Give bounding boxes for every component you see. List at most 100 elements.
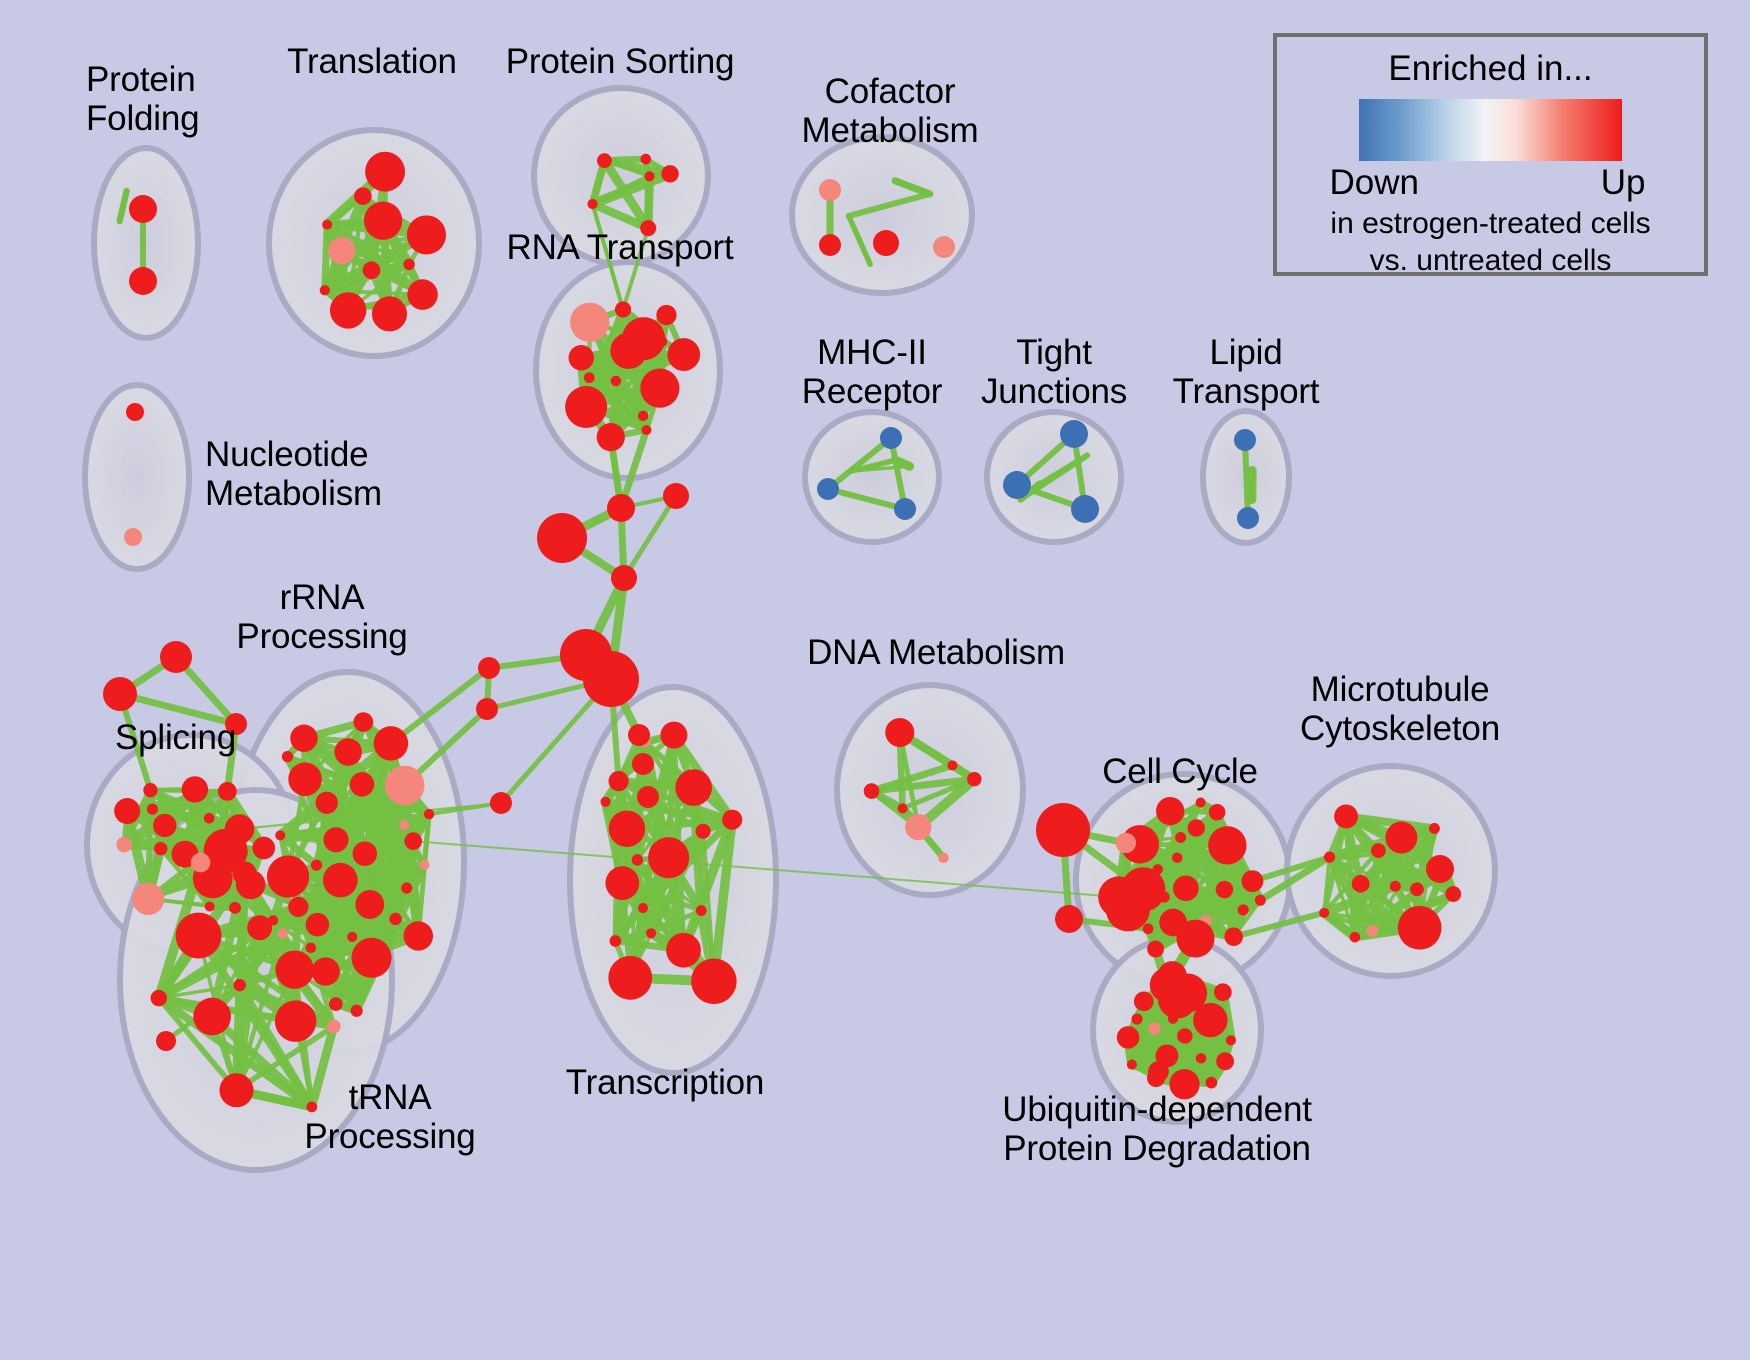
network-node[interactable] xyxy=(290,724,318,752)
network-node[interactable] xyxy=(288,762,322,796)
network-node[interactable] xyxy=(894,498,916,520)
network-node[interactable] xyxy=(353,712,374,732)
network-node[interactable] xyxy=(351,937,392,978)
network-node[interactable] xyxy=(663,483,689,509)
network-node[interactable] xyxy=(181,776,209,803)
network-node[interactable] xyxy=(632,753,654,775)
network-node[interactable] xyxy=(1173,875,1199,902)
network-node[interactable] xyxy=(190,852,211,873)
network-node[interactable] xyxy=(219,1073,254,1108)
network-node[interactable] xyxy=(1389,880,1401,892)
network-node[interactable] xyxy=(1177,1028,1193,1044)
network-node[interactable] xyxy=(1208,803,1226,821)
network-node[interactable] xyxy=(722,809,743,830)
network-node[interactable] xyxy=(565,385,608,429)
network-node[interactable] xyxy=(628,724,650,746)
network-node[interactable] xyxy=(597,153,612,169)
network-node[interactable] xyxy=(154,841,168,856)
network-node[interactable] xyxy=(478,657,500,679)
network-node[interactable] xyxy=(933,236,955,258)
network-node[interactable] xyxy=(150,989,167,1007)
network-node[interactable] xyxy=(401,882,413,894)
network-node[interactable] xyxy=(306,1101,318,1113)
network-node[interactable] xyxy=(1234,429,1256,451)
network-node[interactable] xyxy=(319,285,330,296)
network-node[interactable] xyxy=(1195,1053,1207,1064)
network-node[interactable] xyxy=(175,912,222,959)
network-node[interactable] xyxy=(666,932,701,968)
network-node[interactable] xyxy=(203,828,248,873)
network-node[interactable] xyxy=(404,832,422,850)
network-node[interactable] xyxy=(695,823,711,839)
network-node[interactable] xyxy=(863,783,880,799)
network-node[interactable] xyxy=(403,258,415,270)
network-node[interactable] xyxy=(1175,832,1187,843)
network-node[interactable] xyxy=(275,830,286,841)
network-node[interactable] xyxy=(897,803,908,814)
network-node[interactable] xyxy=(371,296,408,332)
network-node[interactable] xyxy=(1334,804,1359,829)
network-node[interactable] xyxy=(608,955,653,1000)
network-node[interactable] xyxy=(1426,855,1454,883)
network-node[interactable] xyxy=(819,234,841,256)
network-node[interactable] xyxy=(156,1031,176,1051)
network-node[interactable] xyxy=(880,427,902,449)
network-node[interactable] xyxy=(266,855,310,898)
network-node[interactable] xyxy=(640,153,652,165)
network-node[interactable] xyxy=(311,957,340,986)
network-node[interactable] xyxy=(1366,924,1379,937)
network-node[interactable] xyxy=(1156,796,1185,826)
network-node[interactable] xyxy=(1237,904,1249,916)
network-node[interactable] xyxy=(637,786,659,808)
network-node[interactable] xyxy=(583,651,639,707)
network-node[interactable] xyxy=(1060,420,1088,448)
network-node[interactable] xyxy=(873,230,899,256)
network-node[interactable] xyxy=(203,812,215,824)
network-node[interactable] xyxy=(153,813,177,838)
network-node[interactable] xyxy=(644,171,655,182)
network-node[interactable] xyxy=(229,901,241,914)
network-node[interactable] xyxy=(1208,826,1247,865)
network-node[interactable] xyxy=(247,915,273,941)
network-node[interactable] xyxy=(328,997,343,1011)
network-node[interactable] xyxy=(217,781,237,801)
network-node[interactable] xyxy=(419,859,430,871)
network-node[interactable] xyxy=(1215,880,1234,899)
network-node[interactable] xyxy=(1205,1076,1218,1089)
network-node[interactable] xyxy=(611,565,637,591)
network-node[interactable] xyxy=(610,375,622,387)
network-node[interactable] xyxy=(476,698,498,720)
network-node[interactable] xyxy=(1237,507,1259,529)
network-node[interactable] xyxy=(1385,821,1418,854)
network-node[interactable] xyxy=(124,528,142,546)
network-node[interactable] xyxy=(363,201,403,240)
network-node[interactable] xyxy=(605,866,640,901)
network-node[interactable] xyxy=(568,345,594,371)
network-node[interactable] xyxy=(817,478,839,500)
network-node[interactable] xyxy=(399,820,410,831)
network-node[interactable] xyxy=(1148,1061,1169,1082)
network-node[interactable] xyxy=(1216,1052,1235,1071)
network-node[interactable] xyxy=(116,836,133,853)
network-node[interactable] xyxy=(334,738,362,766)
network-node[interactable] xyxy=(819,179,841,201)
network-node[interactable] xyxy=(233,978,246,992)
network-node[interactable] xyxy=(252,836,276,860)
network-node[interactable] xyxy=(146,803,158,815)
network-node[interactable] xyxy=(667,338,701,371)
network-node[interactable] xyxy=(622,317,666,361)
network-node[interactable] xyxy=(1157,979,1197,1019)
network-node[interactable] xyxy=(1169,1069,1200,1100)
network-node[interactable] xyxy=(600,796,611,807)
network-node[interactable] xyxy=(1187,819,1205,837)
network-node[interactable] xyxy=(132,882,165,916)
network-node[interactable] xyxy=(967,771,982,787)
network-node[interactable] xyxy=(1323,851,1336,863)
network-node[interactable] xyxy=(614,301,632,318)
network-node[interactable] xyxy=(275,950,314,989)
network-node[interactable] xyxy=(126,403,144,421)
network-node[interactable] xyxy=(1176,919,1215,958)
network-node[interactable] xyxy=(1224,927,1243,946)
network-node[interactable] xyxy=(938,852,949,863)
network-node[interactable] xyxy=(1195,797,1206,808)
